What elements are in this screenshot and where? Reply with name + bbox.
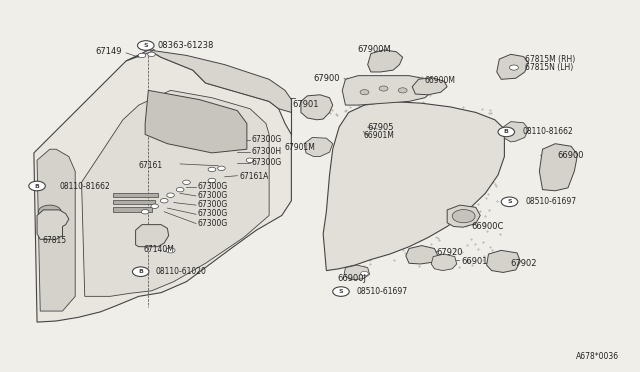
Polygon shape (368, 50, 403, 72)
Text: B: B (35, 183, 40, 189)
Text: 66900: 66900 (557, 151, 584, 160)
Text: A678*0036: A678*0036 (576, 352, 619, 361)
Polygon shape (126, 50, 291, 112)
Polygon shape (301, 95, 333, 120)
Circle shape (452, 209, 475, 223)
Text: 08110-81662: 08110-81662 (522, 128, 573, 137)
Circle shape (333, 287, 349, 296)
Circle shape (167, 193, 174, 198)
Circle shape (246, 158, 254, 163)
Text: S: S (339, 289, 343, 294)
Polygon shape (431, 254, 457, 270)
Text: 08363-61238: 08363-61238 (157, 41, 214, 50)
Circle shape (141, 209, 149, 214)
Polygon shape (145, 90, 247, 153)
Text: 67300G: 67300G (198, 200, 228, 209)
Text: 67900: 67900 (314, 74, 340, 83)
Polygon shape (344, 265, 369, 280)
Text: 08110-61020: 08110-61020 (156, 267, 207, 276)
Text: 67815M (RH): 67815M (RH) (525, 55, 575, 64)
Text: 67300G: 67300G (198, 182, 228, 191)
Circle shape (208, 178, 216, 183)
Polygon shape (136, 225, 169, 247)
Text: 67905: 67905 (367, 124, 394, 132)
Text: 08510-61697: 08510-61697 (525, 197, 577, 206)
Circle shape (148, 52, 156, 57)
Text: B: B (504, 129, 509, 134)
Circle shape (208, 167, 216, 171)
Text: 08110-81662: 08110-81662 (60, 182, 110, 190)
Polygon shape (342, 76, 435, 105)
Text: 67901: 67901 (292, 100, 319, 109)
Polygon shape (486, 250, 520, 272)
Polygon shape (37, 210, 69, 239)
Polygon shape (304, 137, 333, 157)
Text: 67300G: 67300G (198, 219, 228, 228)
Text: 08510-61697: 08510-61697 (356, 287, 408, 296)
Text: 67815: 67815 (42, 236, 67, 245)
Text: 66900J: 66900J (338, 274, 367, 283)
Text: 66901: 66901 (461, 257, 488, 266)
Text: 67300G: 67300G (198, 209, 228, 218)
Text: 67300G: 67300G (252, 158, 282, 167)
Polygon shape (81, 90, 269, 296)
Text: 67300G: 67300G (198, 191, 228, 200)
Text: S: S (507, 199, 512, 204)
Text: 67149: 67149 (95, 47, 122, 56)
Circle shape (360, 90, 369, 95)
Circle shape (218, 166, 225, 170)
Circle shape (132, 267, 149, 276)
Text: 67300G: 67300G (252, 135, 282, 144)
Text: 66900C: 66900C (471, 222, 504, 231)
Polygon shape (503, 122, 529, 142)
Text: 67902: 67902 (511, 259, 537, 268)
Circle shape (38, 205, 61, 218)
Polygon shape (540, 144, 577, 191)
Text: 67140M: 67140M (143, 245, 174, 254)
Text: 67300H: 67300H (252, 147, 282, 156)
Polygon shape (37, 149, 76, 311)
Polygon shape (412, 77, 447, 95)
Text: 66900M: 66900M (424, 76, 455, 84)
Circle shape (29, 181, 45, 191)
Circle shape (166, 248, 175, 253)
Polygon shape (447, 205, 480, 227)
Text: S: S (143, 43, 148, 48)
Text: 67900M: 67900M (357, 45, 391, 54)
Text: 67901M: 67901M (284, 143, 315, 152)
Circle shape (176, 187, 184, 192)
Polygon shape (323, 102, 504, 270)
Text: 67161: 67161 (138, 161, 163, 170)
Polygon shape (34, 50, 291, 322)
Circle shape (361, 271, 369, 276)
Circle shape (138, 41, 154, 50)
Circle shape (151, 204, 159, 208)
Bar (113, 207, 152, 212)
Circle shape (182, 180, 190, 185)
Text: 66901M: 66901M (364, 131, 394, 140)
Circle shape (161, 199, 168, 203)
Circle shape (498, 127, 515, 137)
Circle shape (398, 88, 407, 93)
Text: 67815N (LH): 67815N (LH) (525, 63, 573, 72)
Bar (113, 193, 158, 197)
Circle shape (509, 65, 518, 70)
Text: 67161A: 67161A (239, 172, 269, 181)
Bar (113, 200, 155, 204)
Text: B: B (138, 269, 143, 274)
Circle shape (379, 86, 388, 91)
Circle shape (138, 53, 146, 58)
Polygon shape (406, 246, 438, 264)
Text: 67920: 67920 (436, 248, 463, 257)
Circle shape (501, 197, 518, 206)
Polygon shape (497, 54, 529, 79)
